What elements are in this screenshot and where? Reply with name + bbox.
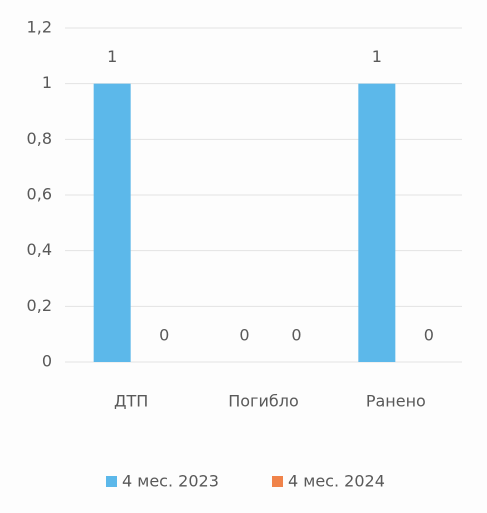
data-label: 1 — [107, 47, 117, 66]
data-label: 0 — [424, 326, 434, 345]
data-label: 0 — [291, 326, 301, 345]
y-tick-label: 1,2 — [27, 18, 52, 37]
legend-label: 4 мес. 2023 — [122, 472, 219, 491]
y-tick-label: 0 — [42, 352, 52, 371]
y-tick-label: 0,4 — [27, 240, 52, 259]
x-tick-label: Ранено — [366, 392, 426, 411]
data-label: 0 — [239, 326, 249, 345]
y-tick-label: 1 — [42, 73, 52, 92]
x-tick-label: ДТП — [114, 392, 148, 411]
y-tick-label: 0,2 — [27, 296, 52, 315]
bar — [358, 83, 396, 363]
y-tick-label: 0,8 — [27, 129, 52, 148]
x-tick-label: Погибло — [228, 392, 299, 411]
data-label: 0 — [159, 326, 169, 345]
data-label: 1 — [372, 47, 382, 66]
bar — [93, 83, 131, 363]
legend-swatch — [106, 476, 117, 487]
y-tick-label: 0,6 — [27, 185, 52, 204]
legend-swatch — [272, 476, 283, 487]
legend-label: 4 мес. 2024 — [288, 472, 385, 491]
